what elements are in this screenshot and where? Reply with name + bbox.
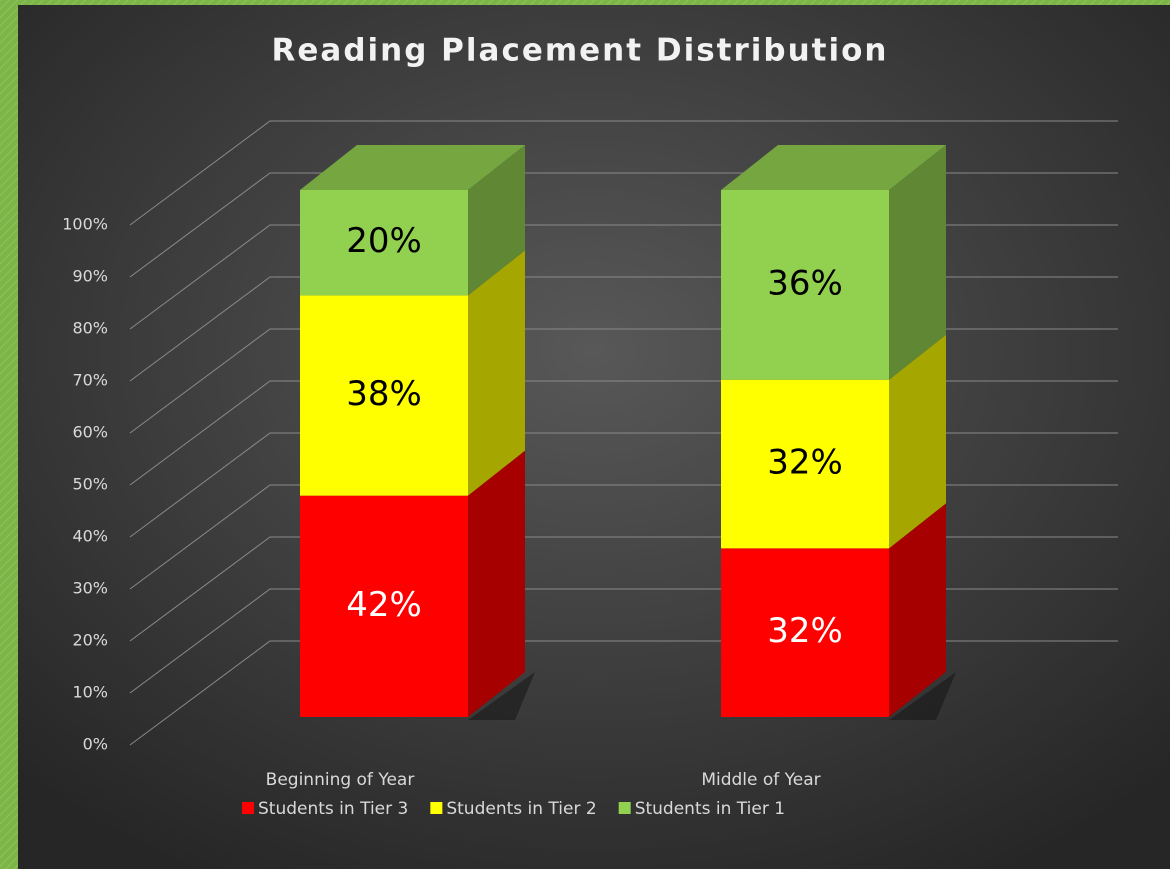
x-tick-label: Beginning of Year xyxy=(266,770,415,790)
y-tick-label: 30% xyxy=(72,579,108,598)
y-tick-label: 20% xyxy=(72,631,108,650)
legend-swatch xyxy=(618,802,631,814)
bar-shadow xyxy=(715,672,956,720)
bar xyxy=(300,495,468,717)
bar-side xyxy=(889,145,946,380)
y-tick-label: 70% xyxy=(72,371,108,390)
legend-label: Students in Tier 1 xyxy=(635,799,785,819)
plot-background xyxy=(18,5,1170,869)
bar-side xyxy=(889,334,946,549)
y-tick-label: 10% xyxy=(72,683,108,702)
bar-side xyxy=(468,250,525,496)
bar-top xyxy=(721,145,946,190)
y-tick-label: 100% xyxy=(62,215,108,234)
y-tick-label: 90% xyxy=(72,267,108,286)
data-label: 36% xyxy=(767,263,843,303)
data-label: 42% xyxy=(346,585,422,625)
x-tick-label: Middle of Year xyxy=(701,770,820,790)
y-tick-label: 60% xyxy=(72,423,108,442)
grid-line xyxy=(129,120,1118,226)
data-label: 38% xyxy=(346,374,422,414)
data-label: 32% xyxy=(767,611,843,651)
bar xyxy=(721,548,889,717)
bar-side xyxy=(468,450,525,717)
bar xyxy=(721,190,889,380)
bar xyxy=(300,190,468,296)
legend-swatch xyxy=(242,802,254,814)
bar xyxy=(721,379,889,549)
y-tick-label: 80% xyxy=(72,319,108,338)
y-tick-label: 40% xyxy=(72,527,108,546)
bar-shadow xyxy=(294,672,535,720)
bar-side xyxy=(468,145,525,296)
legend-label: Students in Tier 3 xyxy=(258,799,408,819)
y-tick-label: 50% xyxy=(72,475,108,494)
bar-side xyxy=(889,503,946,717)
chart-title: Reading Placement Distribution xyxy=(272,33,889,69)
bar xyxy=(300,295,468,496)
y-tick-label: 0% xyxy=(83,735,108,754)
bar-top xyxy=(300,145,525,190)
data-label: 32% xyxy=(767,443,843,483)
legend-swatch xyxy=(430,802,443,814)
legend-label: Students in Tier 2 xyxy=(446,799,596,819)
data-label: 20% xyxy=(346,221,422,261)
